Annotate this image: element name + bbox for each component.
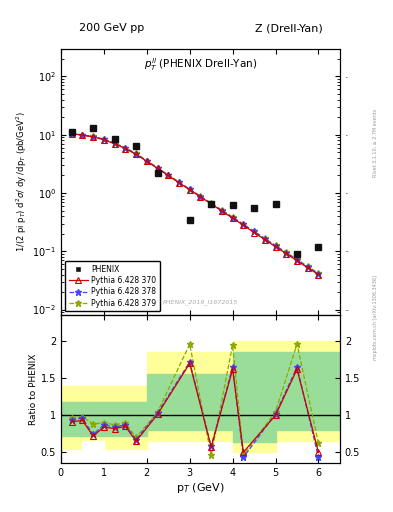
Text: Rivet 3.1.10, ≥ 2.7M events: Rivet 3.1.10, ≥ 2.7M events: [373, 109, 378, 178]
Legend: PHENIX, Pythia 6.428 370, Pythia 6.428 378, Pythia 6.428 379: PHENIX, Pythia 6.428 370, Pythia 6.428 3…: [65, 261, 160, 311]
X-axis label: p$_T$ (GeV): p$_T$ (GeV): [176, 481, 225, 495]
Y-axis label: 1/(2 pi p$_T$) d$^2$$\sigma$/ dy /dp$_T$ (pb/GeV$^2$): 1/(2 pi p$_T$) d$^2$$\sigma$/ dy /dp$_T$…: [15, 112, 29, 252]
Y-axis label: Ratio to PHENIX: Ratio to PHENIX: [29, 354, 38, 425]
Text: mcplots.cern.ch [arXiv:1306.3436]: mcplots.cern.ch [arXiv:1306.3436]: [373, 275, 378, 360]
Text: Z (Drell-Yan): Z (Drell-Yan): [255, 23, 322, 33]
Text: PHENIX_2019_I1672015: PHENIX_2019_I1672015: [163, 299, 238, 305]
Text: 200 GeV pp: 200 GeV pp: [79, 23, 144, 33]
Text: $p_T^{ll}$ (PHENIX Drell-Yan): $p_T^{ll}$ (PHENIX Drell-Yan): [144, 57, 257, 73]
